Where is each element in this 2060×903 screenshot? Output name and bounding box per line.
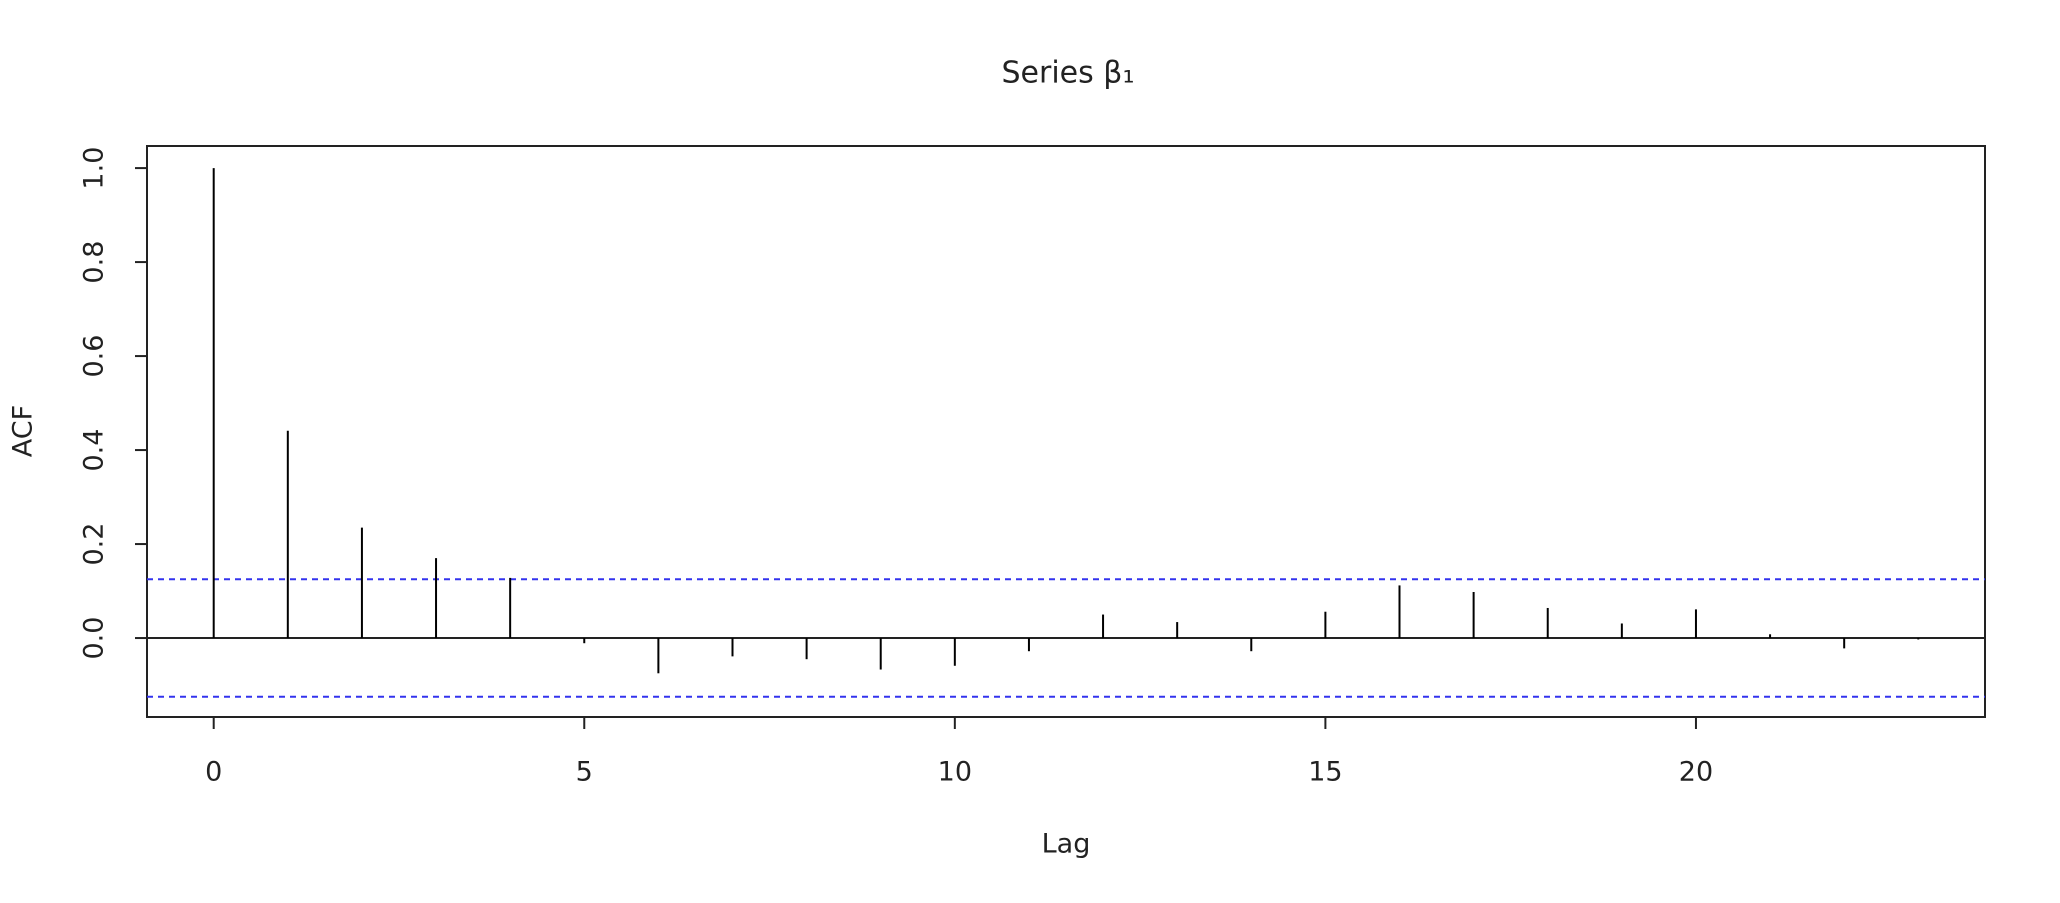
y-tick-label: 0.6 bbox=[79, 335, 110, 378]
x-tick-label: 5 bbox=[576, 757, 593, 788]
y-axis-label: ACF bbox=[8, 405, 39, 457]
x-tick-label: 10 bbox=[938, 757, 972, 788]
y-tick-label: 0.4 bbox=[79, 429, 110, 472]
x-tick-label: 15 bbox=[1308, 757, 1342, 788]
chart-title: Series β₁ bbox=[1002, 56, 1135, 91]
y-tick-label: 0.2 bbox=[79, 523, 110, 566]
plot-frame bbox=[146, 145, 1986, 718]
y-tick-label: 0.8 bbox=[79, 241, 110, 284]
x-tick-label: 0 bbox=[205, 757, 222, 788]
y-tick-label: 1.0 bbox=[79, 147, 110, 190]
x-tick-label: 20 bbox=[1679, 757, 1713, 788]
y-tick-label: 0.0 bbox=[79, 617, 110, 660]
x-axis-label: Lag bbox=[1042, 829, 1091, 860]
